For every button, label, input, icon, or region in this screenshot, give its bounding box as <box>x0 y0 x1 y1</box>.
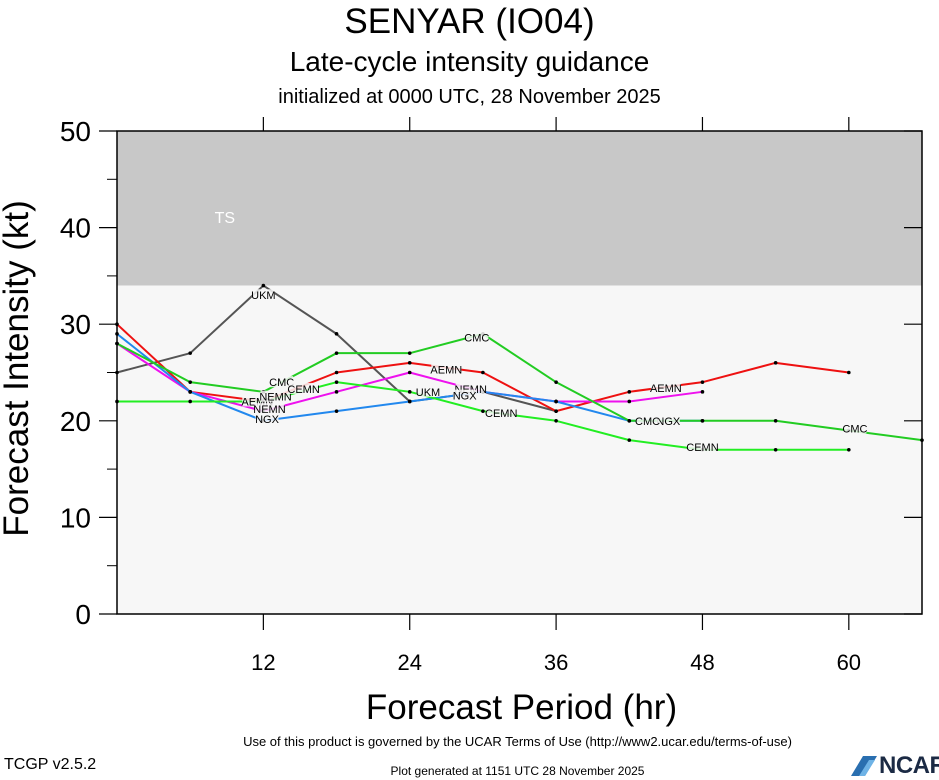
intensity-band-ts <box>117 131 922 286</box>
x-tick-label: 24 <box>397 650 421 675</box>
series-label: UKM <box>416 387 440 399</box>
series-label-bg <box>650 381 681 393</box>
series-label: CEMN <box>686 442 718 454</box>
data-point-nemn <box>700 390 705 394</box>
data-point-aemn <box>334 370 339 375</box>
series-label: AEMN <box>650 383 682 395</box>
data-point-cmc <box>554 380 558 384</box>
series-label: CMC <box>464 333 489 345</box>
data-point-cemn <box>481 409 485 413</box>
data-point-aemn <box>627 390 632 394</box>
x-tick-label: 12 <box>251 650 275 675</box>
series-label-bg <box>656 414 680 426</box>
band-label-ts: TS <box>215 210 235 227</box>
series-label-bg <box>242 395 273 407</box>
data-point-cmc <box>407 351 412 355</box>
data-point-cemn <box>188 399 192 404</box>
x-axis-label: Forecast Period (hr) <box>366 688 677 727</box>
series-label: CMC <box>269 377 294 389</box>
series-line-cmc <box>116 332 923 442</box>
data-point-nemn <box>407 370 412 375</box>
series-label-bg <box>455 382 486 394</box>
series-label-bg <box>254 403 285 415</box>
x-tick-label: 36 <box>544 650 568 675</box>
chart-title: SENYAR (IO04) <box>344 2 595 41</box>
data-point-cmc <box>773 419 778 423</box>
intensity-chart: TSUKMUKMAEMNAEMNAEMNNEMNNEMNNEMNNGXNGXNG… <box>0 116 924 727</box>
series-label: CEMN <box>485 408 517 420</box>
data-point-aemn <box>773 361 778 365</box>
data-point-cemn <box>627 438 632 442</box>
y-tick-label: 20 <box>60 406 91 437</box>
data-point-aemn <box>481 370 485 375</box>
ncar-logo: NCAR <box>849 752 939 780</box>
data-point-cmc <box>627 419 632 423</box>
data-point-aemn <box>700 380 705 384</box>
series-label: NEMN <box>259 392 291 404</box>
data-point-aemn <box>407 361 412 365</box>
data-point-ngx <box>188 390 192 394</box>
y-tick-label: 30 <box>60 309 91 340</box>
chart-subtitle: Late-cycle intensity guidance <box>289 46 650 77</box>
series-label: UKM <box>251 290 275 302</box>
data-point-cmc <box>188 380 192 384</box>
series-label-bg <box>687 440 718 452</box>
x-tick-label: 48 <box>690 650 714 675</box>
series-label: CMC <box>635 416 660 428</box>
initialization-time: initialized at 0000 UTC, 28 November 202… <box>278 86 661 108</box>
series-label-bg <box>251 289 275 301</box>
y-tick-label: 10 <box>60 502 91 533</box>
data-point-cemn <box>554 419 558 423</box>
y-axis-label: Forecast Intensity (kt) <box>0 200 36 536</box>
series-label-bg <box>486 407 517 419</box>
series-label-bg <box>416 385 440 397</box>
series-label-bg <box>465 331 489 343</box>
data-point-ngx <box>407 399 412 404</box>
data-point-cmc <box>334 351 339 355</box>
series-label-bg <box>431 363 462 375</box>
ncar-logo-text: NCAR <box>879 752 939 779</box>
series-label-bg <box>270 376 294 388</box>
data-point-cemn <box>407 390 412 394</box>
data-point-aemn <box>554 409 558 413</box>
series-label: CMC <box>842 424 867 436</box>
x-tick-label: 60 <box>837 650 861 675</box>
data-point-aemn <box>847 370 851 375</box>
data-point-ukm <box>188 351 192 355</box>
ncar-logo-icon <box>851 756 877 776</box>
data-point-nemn <box>627 399 632 404</box>
series-label: AEMN <box>430 365 462 377</box>
data-point-cemn <box>847 447 851 452</box>
series-label: NGX <box>453 391 478 403</box>
data-point-ukm <box>334 332 339 336</box>
data-point-ukm <box>261 283 266 288</box>
data-point-ngx <box>334 409 339 413</box>
series-label: CEMN <box>287 384 319 396</box>
data-point-cmc <box>700 419 705 423</box>
series-label: NGX <box>656 416 681 428</box>
data-point-ngx <box>554 399 558 404</box>
version-label: TCGP v2.5.2 <box>4 756 97 773</box>
series-label-bg <box>843 422 867 434</box>
y-tick-label: 40 <box>60 213 91 244</box>
series-label-bg <box>636 414 660 426</box>
terms-of-use-notice: Use of this product is governed by the U… <box>243 734 792 749</box>
data-point-cemn <box>334 380 339 384</box>
series-label-bg <box>453 389 477 401</box>
y-tick-label: 50 <box>60 116 91 147</box>
series-label: NGX <box>255 414 280 426</box>
series-label-bg <box>255 412 279 424</box>
data-point-cemn <box>773 447 778 452</box>
data-point-nemn <box>334 390 339 394</box>
series-label-bg <box>288 382 319 394</box>
series-label-bg <box>260 390 291 402</box>
plot-generated-time: Plot generated at 1151 UTC 28 November 2… <box>390 764 645 778</box>
y-tick-label: 0 <box>75 599 91 630</box>
